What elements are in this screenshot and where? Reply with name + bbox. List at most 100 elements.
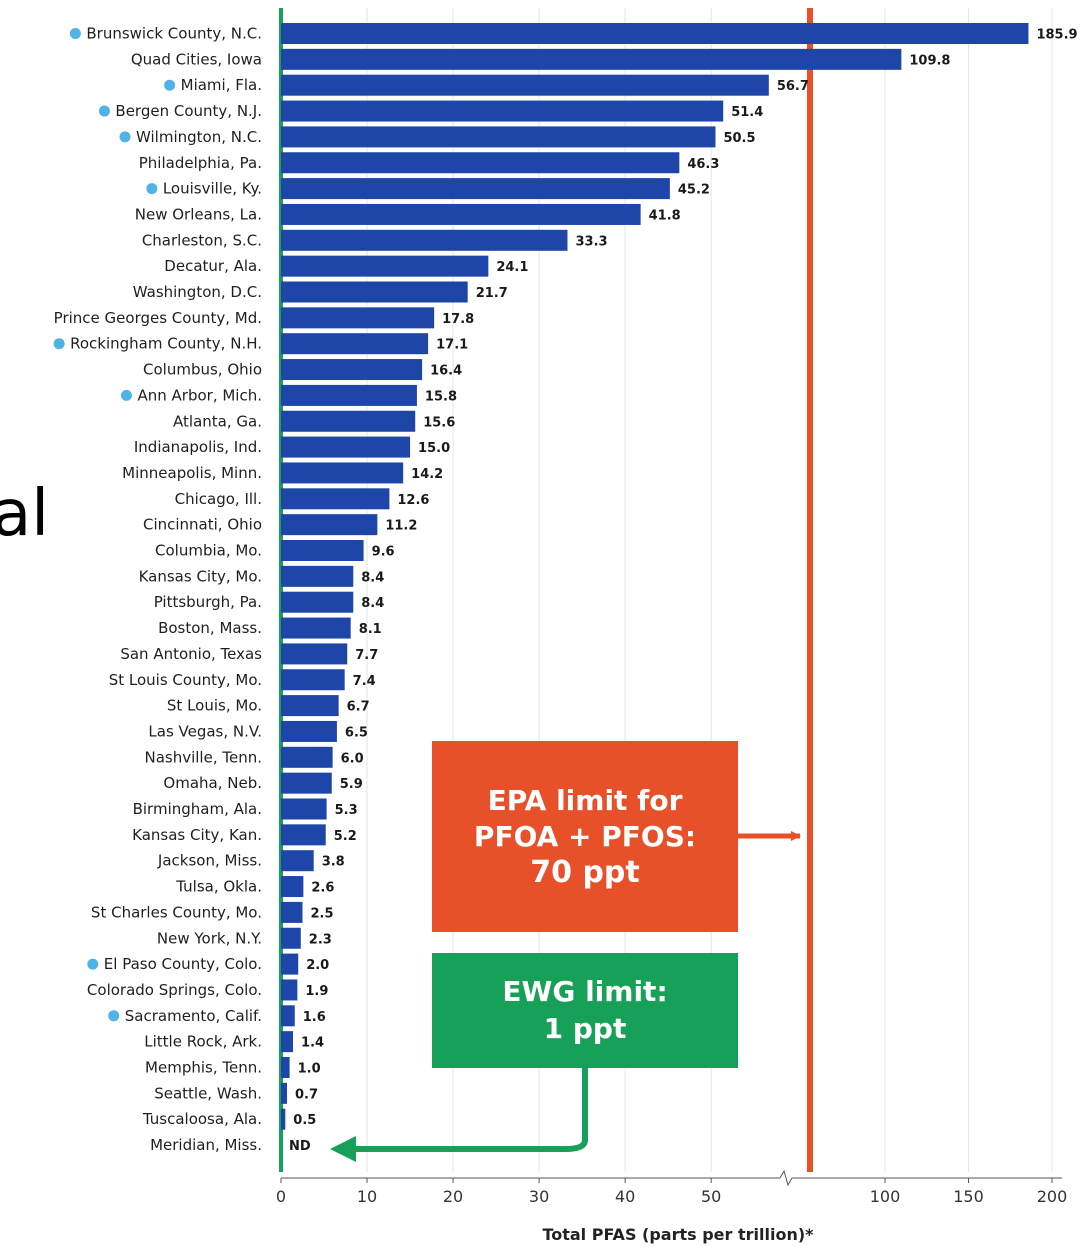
category-label: Philadelphia, Pa. <box>139 154 262 172</box>
tick-label: 0 <box>276 1187 286 1206</box>
marker-dot <box>53 338 65 350</box>
bar <box>281 617 351 639</box>
bar <box>281 1108 286 1130</box>
value-label: 2.0 <box>306 958 329 973</box>
value-label: 8.4 <box>361 570 384 585</box>
value-label: 2.3 <box>309 932 332 947</box>
category-label: Tuscaloosa, Ala. <box>142 1110 262 1128</box>
value-label: 17.1 <box>436 338 468 353</box>
category-label: Columbus, Ohio <box>143 361 262 379</box>
category-label: Colorado Springs, Colo. <box>87 981 262 999</box>
tick-label: 200 <box>1037 1187 1068 1206</box>
tick-label: 50 <box>701 1187 721 1206</box>
bar <box>281 23 1029 44</box>
value-label: 14.2 <box>411 467 443 482</box>
category-label: Louisville, Ky. <box>163 180 262 198</box>
category-label: Tulsa, Okla. <box>175 878 262 896</box>
category-label: Boston, Mass. <box>158 619 262 637</box>
ewg-callout-text: 1 ppt <box>544 1012 627 1045</box>
ewg-callout-box <box>432 953 738 1068</box>
category-label: Bergen County, N.J. <box>115 102 262 120</box>
value-label: 185.9 <box>1036 28 1077 43</box>
marker-dot <box>119 131 131 143</box>
category-label: Chicago, Ill. <box>175 490 262 508</box>
bar <box>281 1082 288 1104</box>
bar <box>281 695 339 717</box>
value-label: 16.4 <box>430 364 462 379</box>
value-label: 12.6 <box>397 493 429 508</box>
epa-callout-box <box>432 741 738 932</box>
tick-label: 150 <box>953 1187 984 1206</box>
value-label: 6.7 <box>347 700 370 715</box>
value-label: 46.3 <box>687 157 719 172</box>
category-label: Quad Cities, Iowa <box>131 50 262 68</box>
bar <box>281 591 354 613</box>
bar <box>281 307 435 329</box>
axis-break <box>779 1169 793 1187</box>
category-label: St Louis, Mo. <box>167 697 262 715</box>
bar <box>281 746 333 768</box>
bar-series <box>281 23 1029 1130</box>
value-label: 6.0 <box>341 751 364 766</box>
bar <box>281 100 724 122</box>
bar <box>281 927 301 949</box>
value-label: 7.7 <box>355 648 378 663</box>
marker-dots <box>53 28 176 1022</box>
value-label: 41.8 <box>649 208 681 223</box>
bar <box>281 410 416 432</box>
bar <box>281 359 423 381</box>
value-label: 56.7 <box>777 79 809 94</box>
epa-callout-text: EPA limit for <box>488 784 683 817</box>
category-label: Washington, D.C. <box>133 283 262 301</box>
category-label: Cincinnati, Ohio <box>143 516 262 534</box>
value-label: 15.0 <box>418 441 450 456</box>
value-label: 1.4 <box>301 1036 324 1051</box>
bar <box>281 850 314 872</box>
value-label: 3.8 <box>322 855 345 870</box>
category-label: Omaha, Neb. <box>163 774 262 792</box>
category-label: Memphis, Tenn. <box>145 1059 262 1077</box>
bar <box>281 772 332 794</box>
value-label: 21.7 <box>476 286 508 301</box>
category-label: El Paso County, Colo. <box>104 955 262 973</box>
category-label: St Louis County, Mo. <box>109 671 262 689</box>
bar <box>281 979 298 1001</box>
value-label: 109.8 <box>909 53 950 68</box>
ewg-callout-text: EWG limit: <box>502 975 667 1008</box>
marker-dot <box>98 105 110 117</box>
value-label: 9.6 <box>372 545 395 560</box>
tick-label: 10 <box>357 1187 377 1206</box>
marker-dot <box>164 79 176 91</box>
value-label: ND <box>289 1139 311 1154</box>
ewg-callout-arrowhead <box>330 1136 356 1163</box>
value-label: 17.8 <box>442 312 474 327</box>
category-label: Atlanta, Ga. <box>173 412 262 430</box>
category-label: Columbia, Mo. <box>155 542 262 560</box>
value-label: 33.3 <box>575 234 607 249</box>
value-label: 8.4 <box>361 596 384 611</box>
category-label: Charleston, S.C. <box>142 231 262 249</box>
bar <box>281 1031 294 1053</box>
bar <box>281 462 404 484</box>
category-label: Las Vegas, N.V. <box>148 722 262 740</box>
value-label: 5.2 <box>334 829 357 844</box>
category-labels: Brunswick County, N.C. Quad Cities, Iowa M… <box>54 25 263 1155</box>
bar <box>281 229 568 251</box>
bar <box>281 669 345 691</box>
value-label: 1.0 <box>298 1062 321 1077</box>
category-label: Kansas City, Kan. <box>132 826 262 844</box>
category-label: Sacramento, Calif. <box>125 1007 262 1025</box>
value-label: 51.4 <box>731 105 763 120</box>
bar <box>281 824 326 846</box>
tick-label: 40 <box>615 1187 635 1206</box>
bar <box>281 203 641 225</box>
category-label: Seattle, Wash. <box>154 1084 262 1102</box>
bar <box>281 152 680 174</box>
bar <box>281 720 337 742</box>
marker-dot <box>87 958 99 970</box>
background-text-fragment: al <box>0 477 49 551</box>
category-label: New York, N.Y. <box>157 929 262 947</box>
bar <box>281 48 902 70</box>
value-label: 5.9 <box>340 777 363 792</box>
bar <box>281 1057 290 1078</box>
